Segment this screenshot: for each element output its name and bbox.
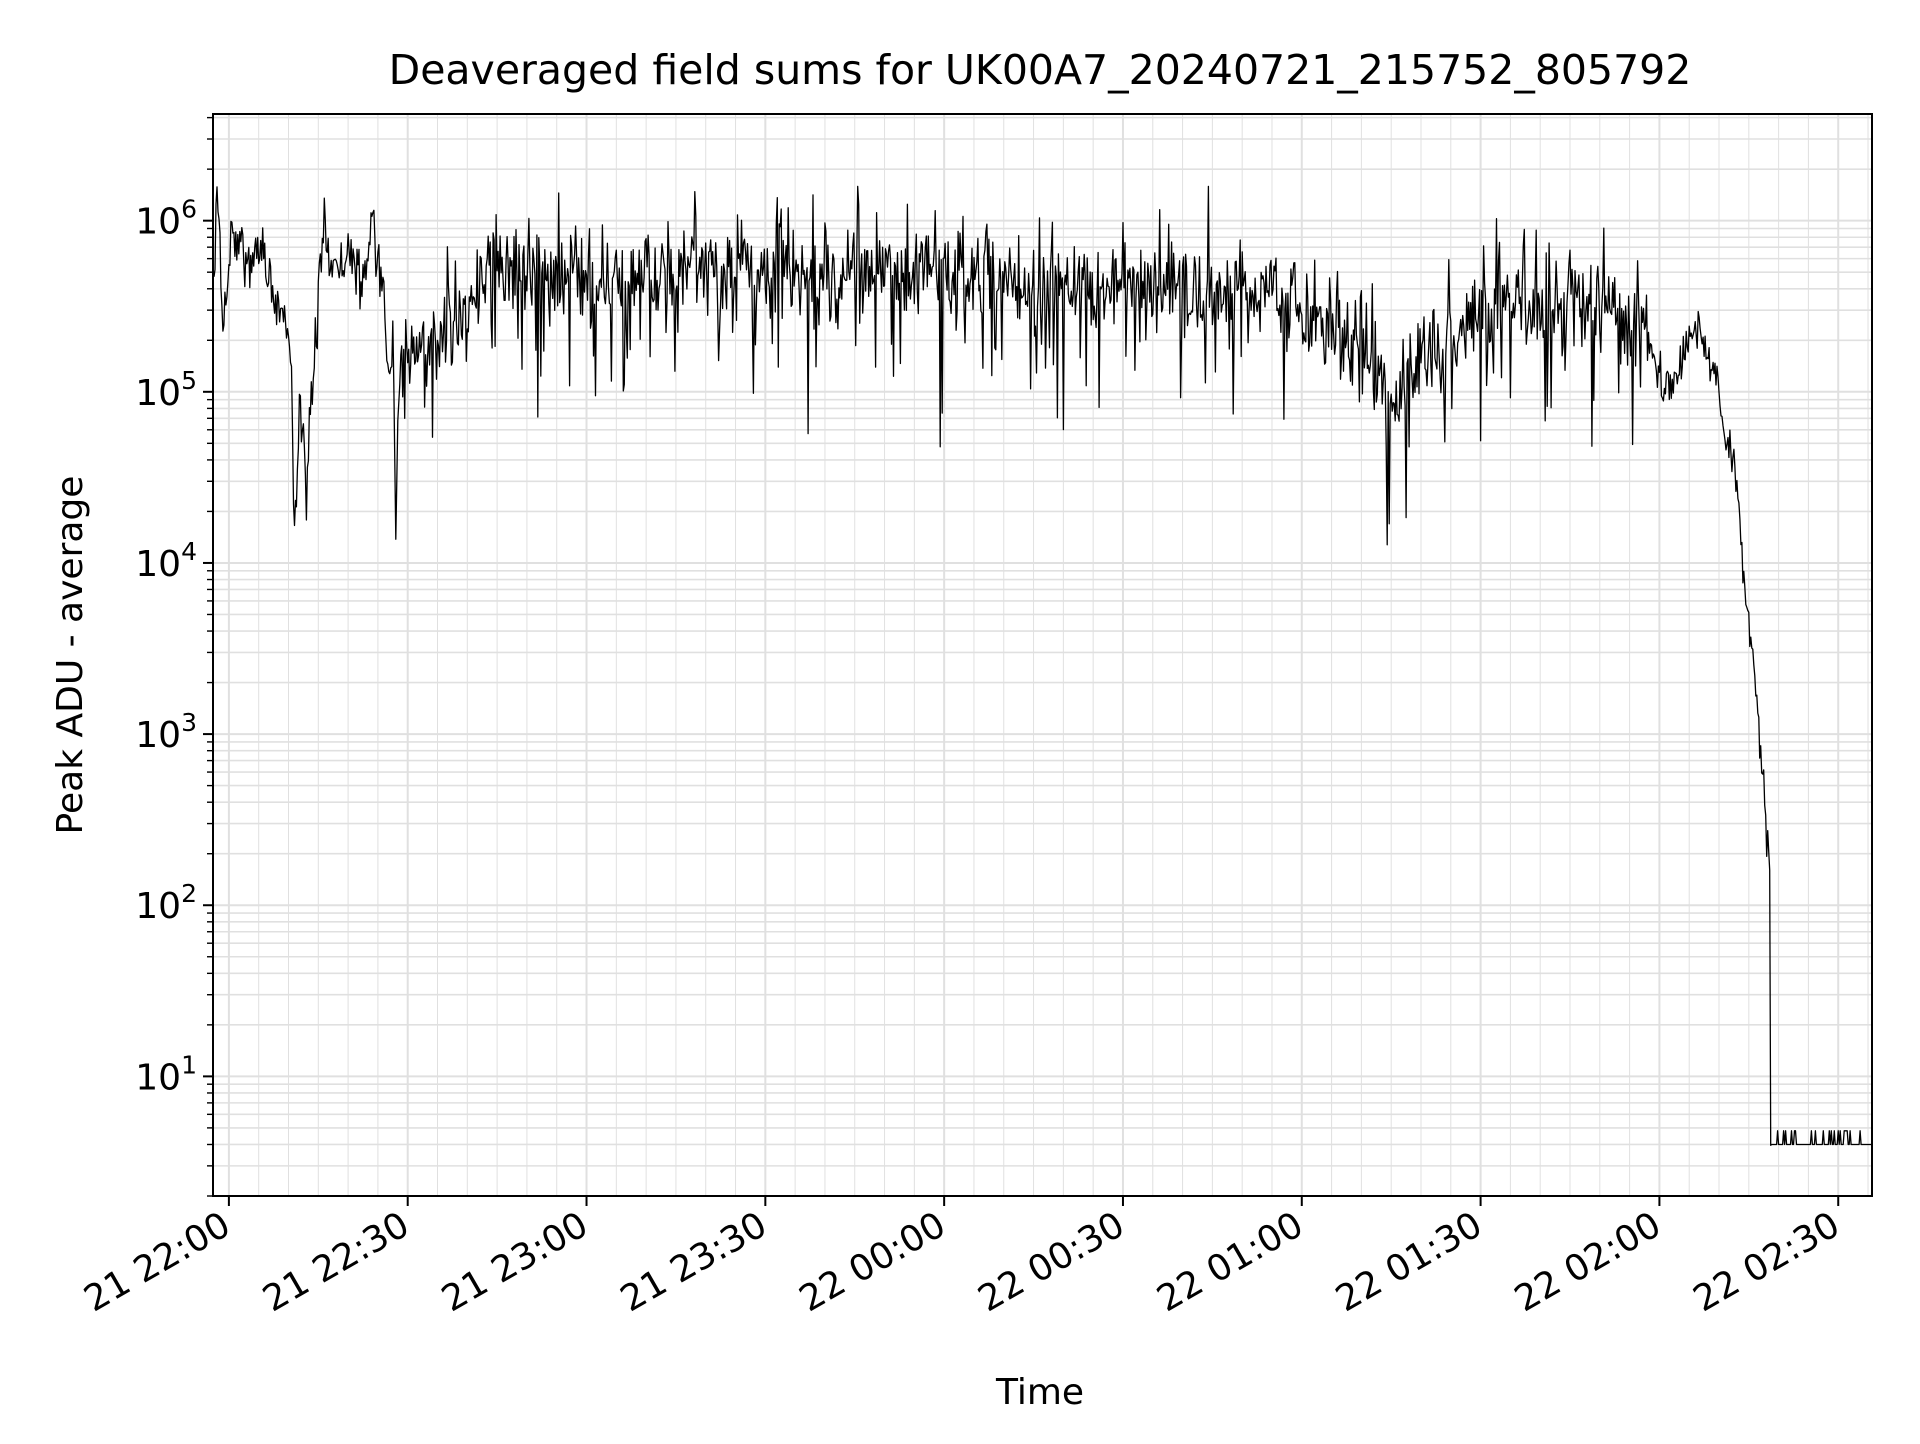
grid-layer	[213, 114, 1872, 1197]
series-layer	[213, 185, 1872, 1146]
data-line	[213, 185, 1872, 1146]
y-tick-label: 101	[135, 1050, 197, 1098]
y-tick-label: 104	[135, 537, 197, 585]
y-axis: 101 102 103 104 105 106	[135, 116, 213, 1197]
y-axis-label: Peak ADU - average	[50, 476, 91, 835]
y-tick-label: 103	[135, 708, 197, 756]
plot-frame	[212, 113, 1873, 1197]
y-tick-label: 105	[135, 366, 197, 414]
x-axis-label: Time	[995, 1372, 1084, 1413]
y-tick-label: 102	[135, 879, 197, 927]
chart-title: Deaveraged field sums for UK00A7_2024072…	[389, 46, 1692, 94]
y-tick-label: 106	[135, 195, 197, 243]
